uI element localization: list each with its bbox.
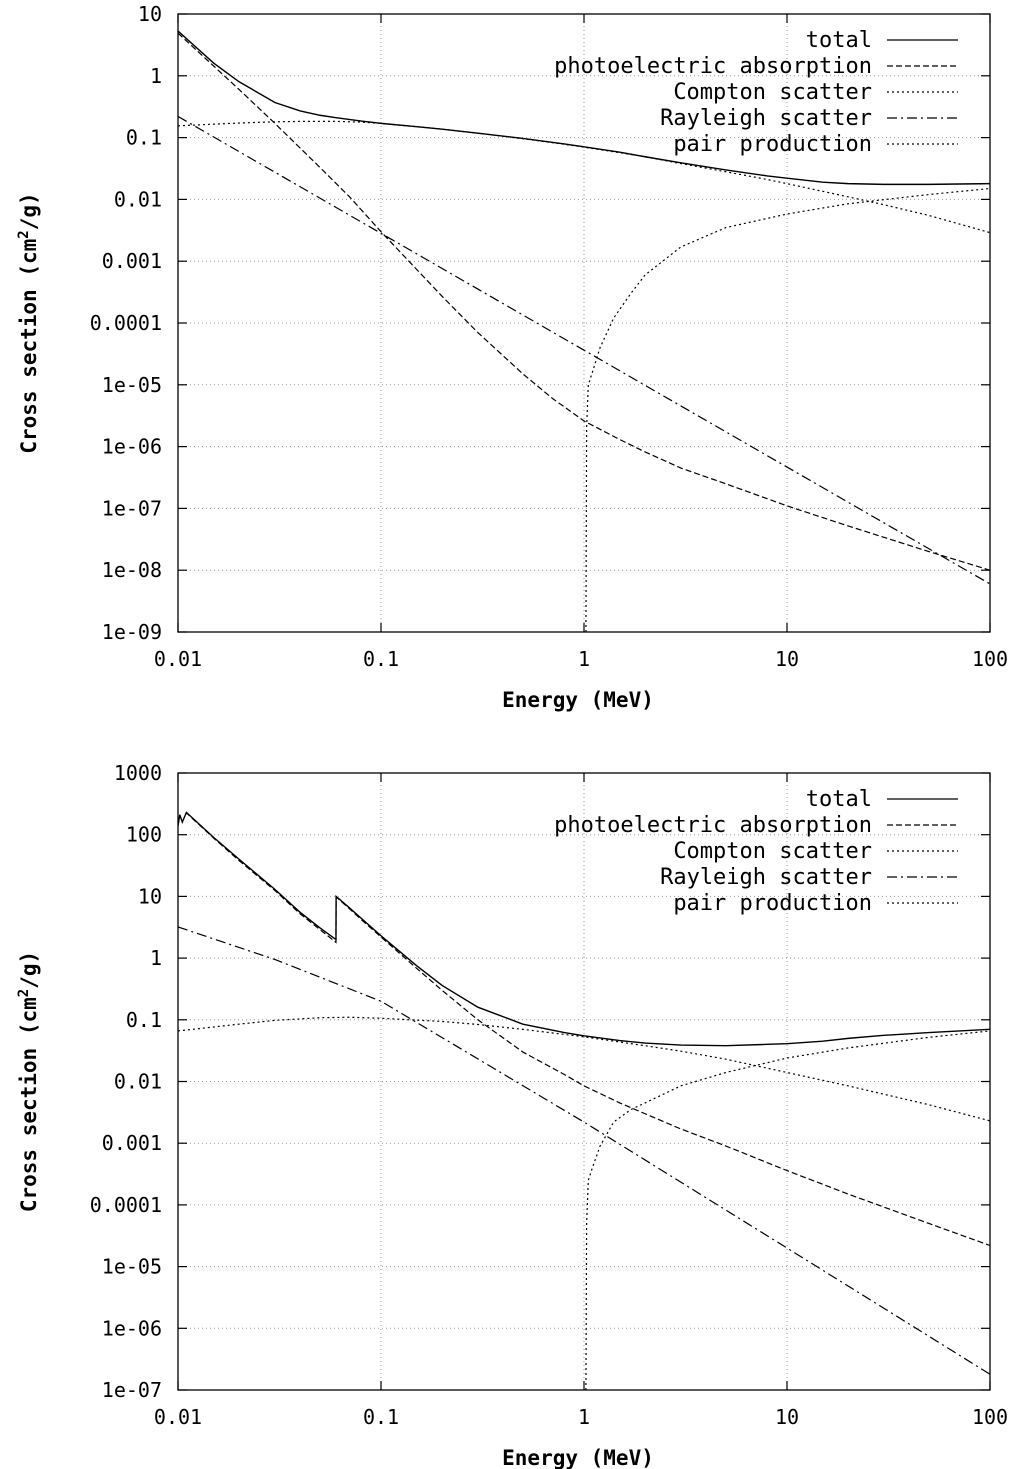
y-tick-label: 1e-08 bbox=[102, 558, 162, 582]
legend-label: pair production bbox=[673, 891, 872, 916]
series-line-rayleigh-scatter bbox=[178, 926, 990, 1375]
y-tick-label: 0.0001 bbox=[90, 311, 162, 335]
y-tick-label: 0.1 bbox=[126, 126, 162, 150]
legend-label: pair production bbox=[673, 132, 872, 157]
y-tick-label: 1e-09 bbox=[102, 620, 162, 644]
grid bbox=[178, 773, 990, 1390]
y-tick-label: 0.1 bbox=[126, 1008, 162, 1032]
y-axis-label: Cross section (cm2/g) bbox=[16, 192, 41, 453]
series-group bbox=[178, 30, 990, 632]
series-line-total bbox=[178, 811, 990, 1047]
y-tick-label: 1e-06 bbox=[102, 1316, 162, 1340]
legend-label: Compton scatter bbox=[673, 839, 872, 864]
x-tick-label: 0.01 bbox=[154, 647, 202, 671]
legend-label: Compton scatter bbox=[673, 80, 872, 105]
x-tick-label: 10 bbox=[775, 1405, 799, 1429]
y-tick-label: 1e-07 bbox=[102, 496, 162, 520]
x-axis-label: Energy (MeV) bbox=[502, 688, 654, 712]
x-tick-label: 1 bbox=[578, 647, 590, 671]
y-tick-label: 10 bbox=[138, 884, 162, 908]
y-tick-label: 0.001 bbox=[102, 1131, 162, 1155]
x-tick-label: 100 bbox=[972, 647, 1008, 671]
legend-label: Rayleigh scatter bbox=[660, 106, 872, 131]
chart-1: 0.01 0.1 1 10 100 1e-09 1e-08 1e-07 1e-06 1e-05 0.… bbox=[16, 2, 1008, 712]
y-tick-label: 10 bbox=[138, 2, 162, 26]
legend-label: total bbox=[806, 787, 872, 812]
series-group bbox=[178, 811, 990, 1390]
chart-2: 0.01 0.1 1 10 100 1e-07 1e-06 1e-05 0.0001 0.001 0… bbox=[16, 761, 1008, 1469]
x-tick-label: 0.1 bbox=[363, 1405, 399, 1429]
series-line-compton-scatter bbox=[178, 1016, 990, 1122]
series-line-rayleigh-scatter bbox=[178, 115, 990, 585]
y-axis-label: Cross section (cm2/g) bbox=[16, 951, 41, 1212]
y-tick-label: 0.01 bbox=[114, 187, 162, 211]
x-tick-label: 0.1 bbox=[363, 647, 399, 671]
x-tick-label: 10 bbox=[775, 647, 799, 671]
series-line-pair-production bbox=[585, 1030, 990, 1390]
y-tick-label: 1e-05 bbox=[102, 373, 162, 397]
grid bbox=[178, 14, 990, 632]
y-tick-label: 0.001 bbox=[102, 249, 162, 273]
y-tick-label: 1 bbox=[150, 946, 162, 970]
x-tick-label: 1 bbox=[578, 1405, 590, 1429]
series-line-photoelectric-absorption bbox=[178, 32, 990, 571]
series-line-compton-scatter bbox=[178, 120, 990, 234]
y-tick-label: 1e-07 bbox=[102, 1378, 162, 1402]
series-line-pair-production bbox=[585, 187, 990, 632]
y-tick-label: 0.0001 bbox=[90, 1193, 162, 1217]
legend-label: photoelectric absorption bbox=[554, 54, 872, 79]
legend-label: photoelectric absorption bbox=[554, 813, 872, 838]
x-tick-label: 0.01 bbox=[154, 1405, 202, 1429]
y-tick-label: 1e-06 bbox=[102, 435, 162, 459]
x-tick-label: 100 bbox=[972, 1405, 1008, 1429]
y-tick-label: 1e-05 bbox=[102, 1255, 162, 1279]
y-tick-label: 1 bbox=[150, 64, 162, 88]
y-tick-label: 100 bbox=[126, 823, 162, 847]
y-tick-label: 0.01 bbox=[114, 1070, 162, 1094]
series-line-photoelectric-absorption bbox=[178, 811, 990, 1247]
x-axis-label: Energy (MeV) bbox=[502, 1446, 654, 1469]
legend-label: total bbox=[806, 28, 872, 53]
y-tick-label: 1000 bbox=[114, 761, 162, 785]
legend-label: Rayleigh scatter bbox=[660, 865, 872, 890]
